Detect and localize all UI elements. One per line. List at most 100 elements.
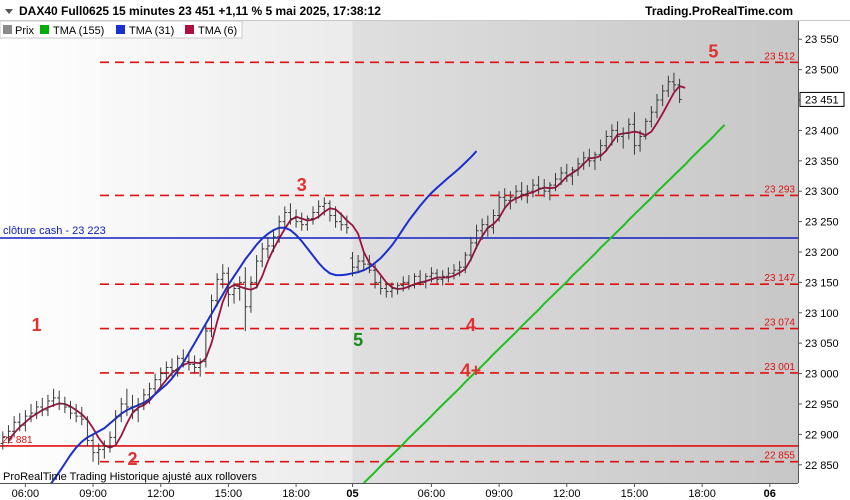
ohlc-bar[interactable] xyxy=(547,182,553,201)
ohlc-bar[interactable] xyxy=(530,179,536,198)
ohlc-bar[interactable] xyxy=(491,209,496,234)
legend-item-prix[interactable]: Prix xyxy=(3,25,34,37)
ohlc-bar[interactable] xyxy=(288,203,293,225)
ohlc-bar[interactable] xyxy=(152,373,158,395)
ohlc-bar[interactable] xyxy=(90,434,96,462)
ohlc-bar[interactable] xyxy=(536,176,541,195)
ohlc-bar[interactable] xyxy=(254,255,259,289)
ohlc-bar[interactable] xyxy=(468,236,474,262)
ohlc-bar[interactable] xyxy=(367,255,372,274)
ohlc-bar[interactable] xyxy=(271,230,276,252)
ohlc-bar[interactable] xyxy=(587,148,592,167)
ohlc-bar[interactable] xyxy=(130,394,135,420)
ohlc-bar[interactable] xyxy=(73,403,79,423)
ohlc-bar[interactable] xyxy=(62,396,68,414)
ohlc-bar[interactable] xyxy=(45,394,51,417)
series-tma-155-[interactable] xyxy=(363,124,726,484)
ohlc-bar[interactable] xyxy=(102,440,107,459)
ohlc-bar[interactable] xyxy=(192,355,197,374)
ohlc-bar[interactable] xyxy=(85,416,90,447)
ohlc-bar[interactable] xyxy=(310,206,316,225)
ohlc-bar[interactable] xyxy=(496,191,502,222)
ohlc-bar[interactable] xyxy=(186,352,192,371)
ohlc-bar[interactable] xyxy=(119,397,124,423)
ohlc-bar[interactable] xyxy=(226,267,231,307)
ohlc-bar[interactable] xyxy=(57,390,62,411)
ohlc-bar[interactable] xyxy=(643,118,648,140)
ohlc-bar[interactable] xyxy=(17,413,22,432)
series-tma-31-[interactable] xyxy=(41,150,478,496)
ohlc-bar[interactable] xyxy=(214,273,220,307)
ohlc-bar[interactable] xyxy=(378,276,383,295)
legend-item-tma-31[interactable]: TMA (31) xyxy=(116,25,174,37)
ohlc-bar[interactable] xyxy=(508,191,513,210)
ohlc-bar[interactable] xyxy=(40,397,45,417)
ohlc-bar[interactable] xyxy=(282,206,287,228)
ohlc-bar[interactable] xyxy=(96,443,101,465)
ohlc-bar[interactable] xyxy=(11,416,17,438)
ohlc-bar[interactable] xyxy=(660,84,665,107)
ohlc-bar[interactable] xyxy=(322,197,327,216)
ohlc-bar[interactable] xyxy=(423,273,428,289)
ohlc-bar[interactable] xyxy=(276,215,282,243)
ohlc-bar[interactable] xyxy=(451,264,457,280)
ohlc-bar[interactable] xyxy=(135,397,141,423)
ohlc-bar[interactable] xyxy=(440,270,445,286)
ohlc-bar[interactable] xyxy=(637,130,643,152)
ohlc-bar[interactable] xyxy=(147,382,152,404)
ohlc-bar[interactable] xyxy=(6,425,11,444)
ohlc-bar[interactable] xyxy=(406,275,412,290)
legend-item-tma-155[interactable]: TMA (155) xyxy=(40,25,104,37)
ohlc-bar[interactable] xyxy=(401,276,406,292)
collapse-icon[interactable] xyxy=(5,9,13,14)
ohlc-bar[interactable] xyxy=(333,206,338,228)
ohlc-bar[interactable] xyxy=(243,267,248,332)
ohlc-bar[interactable] xyxy=(350,252,355,277)
ohlc-bar[interactable] xyxy=(175,355,180,377)
ohlc-bar[interactable] xyxy=(620,127,626,149)
ohlc-bar[interactable] xyxy=(299,212,304,231)
ohlc-bar[interactable] xyxy=(513,185,519,204)
ohlc-bar[interactable] xyxy=(141,388,147,411)
ohlc-bar[interactable] xyxy=(654,93,660,119)
ohlc-bar[interactable] xyxy=(0,431,6,450)
ohlc-bar[interactable] xyxy=(479,218,485,240)
ohlc-bar[interactable] xyxy=(181,349,186,368)
ohlc-bar[interactable] xyxy=(305,215,310,231)
ohlc-bar[interactable] xyxy=(604,130,609,152)
ohlc-bar[interactable] xyxy=(265,236,271,259)
ohlc-bar[interactable] xyxy=(384,282,389,298)
ohlc-bar[interactable] xyxy=(237,276,242,301)
ohlc-bar[interactable] xyxy=(429,267,434,283)
ohlc-bar[interactable] xyxy=(609,124,615,146)
ohlc-bar[interactable] xyxy=(198,358,203,377)
ohlc-bar[interactable] xyxy=(113,410,118,444)
ohlc-bar[interactable] xyxy=(231,282,237,304)
ohlc-bar[interactable] xyxy=(592,151,598,170)
time-axis[interactable] xyxy=(0,483,850,500)
ohlc-bar[interactable] xyxy=(558,166,564,186)
ohlc-bar[interactable] xyxy=(434,269,440,284)
ohlc-bar[interactable] xyxy=(649,106,654,128)
ohlc-bar[interactable] xyxy=(51,388,56,408)
ohlc-bar[interactable] xyxy=(542,179,547,198)
ohlc-bar[interactable] xyxy=(164,361,169,380)
ohlc-bar[interactable] xyxy=(79,407,84,426)
ohlc-bar[interactable] xyxy=(68,400,73,420)
ohlc-bar[interactable] xyxy=(124,388,130,417)
ohlc-bar[interactable] xyxy=(463,252,468,274)
ohlc-bar[interactable] xyxy=(417,270,423,286)
ohlc-bar[interactable] xyxy=(598,139,603,161)
ohlc-bar[interactable] xyxy=(248,276,254,313)
ohlc-bar[interactable] xyxy=(316,200,321,219)
ohlc-bar[interactable] xyxy=(338,212,344,231)
ohlc-bar[interactable] xyxy=(355,255,361,274)
ohlc-bar[interactable] xyxy=(361,252,366,271)
ohlc-bar[interactable] xyxy=(203,324,209,368)
ohlc-bar[interactable] xyxy=(446,267,451,283)
ohlc-bar[interactable] xyxy=(209,294,214,338)
ohlc-bar[interactable] xyxy=(158,367,163,389)
ohlc-bar[interactable] xyxy=(671,72,677,91)
ohlc-bar[interactable] xyxy=(457,261,462,277)
